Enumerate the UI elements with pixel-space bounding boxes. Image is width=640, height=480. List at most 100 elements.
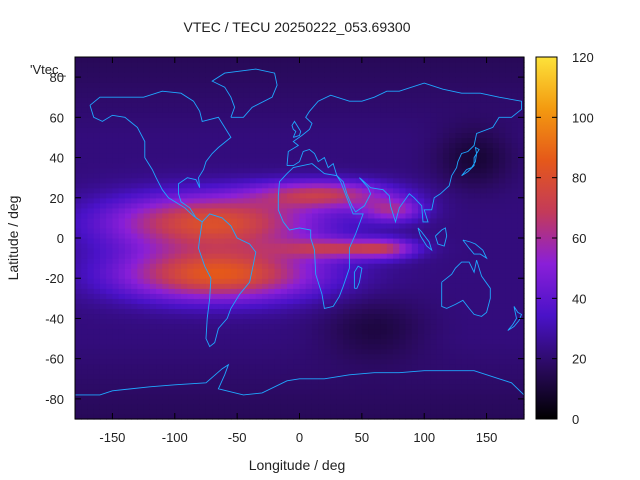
heatmap-cell [99, 333, 107, 340]
heatmap-cell [424, 353, 432, 360]
heatmap-cell [499, 67, 506, 73]
heatmap-cell [112, 127, 120, 134]
heatmap-cell [336, 227, 344, 234]
heatmap-cell [218, 212, 226, 219]
heatmap-cell [118, 72, 126, 78]
heatmap-cell [293, 112, 301, 118]
heatmap-cell [143, 77, 151, 83]
heatmap-cell [386, 293, 394, 299]
heatmap-cell [336, 82, 344, 88]
heatmap-cell [199, 202, 207, 209]
heatmap-cell [193, 212, 201, 219]
heatmap-cell [287, 278, 294, 284]
heatmap-cell [75, 353, 82, 360]
heatmap-cell [467, 323, 475, 330]
heatmap-cell [174, 408, 182, 415]
heatmap-cell [430, 102, 438, 108]
heatmap-cell [81, 308, 89, 315]
heatmap-cell [368, 57, 375, 63]
heatmap-cell [224, 238, 232, 244]
heatmap-cell [87, 298, 95, 304]
heatmap-cell [424, 132, 432, 139]
heatmap-cell [106, 293, 114, 299]
heatmap-cell [131, 368, 138, 375]
heatmap-cell [287, 348, 294, 355]
heatmap-cell [280, 288, 288, 294]
heatmap-cell [199, 378, 207, 385]
heatmap-cell [230, 298, 238, 304]
heatmap-cell [324, 398, 332, 405]
heatmap-cell [293, 243, 301, 249]
heatmap-cell [149, 72, 157, 78]
heatmap-cell [162, 408, 170, 415]
heatmap-cell [480, 368, 488, 375]
heatmap-cell [118, 413, 126, 420]
heatmap-cell [81, 318, 89, 325]
heatmap-cell [93, 122, 101, 128]
heatmap-cell [324, 403, 332, 410]
heatmap-cell [230, 202, 238, 209]
heatmap-cell [355, 187, 363, 194]
heatmap-cell [486, 97, 494, 103]
heatmap-cell [156, 263, 163, 269]
heatmap-cell [361, 127, 369, 134]
heatmap-cell [417, 197, 425, 204]
heatmap-cell [299, 298, 307, 304]
heatmap-cell [393, 87, 400, 93]
heatmap-cell [124, 147, 132, 154]
heatmap-cell [280, 107, 288, 113]
heatmap-cell [311, 348, 319, 355]
heatmap-cell [230, 87, 238, 93]
heatmap-cell [280, 157, 288, 164]
heatmap-cell [393, 82, 400, 88]
heatmap-cell [424, 383, 432, 390]
heatmap-cell [99, 288, 107, 294]
heatmap-cell [461, 398, 469, 405]
heatmap-cell [237, 378, 244, 385]
heatmap-cell [274, 333, 282, 340]
heatmap-cell [112, 112, 120, 118]
heatmap-cell [274, 343, 282, 350]
heatmap-cell [255, 92, 263, 98]
heatmap-cell [467, 122, 475, 128]
heatmap-cell [355, 62, 363, 68]
heatmap-cell [143, 152, 151, 159]
heatmap-cell [355, 273, 363, 279]
heatmap-cell [87, 258, 95, 264]
heatmap-cell [399, 117, 407, 123]
heatmap-cell [480, 77, 488, 83]
heatmap-cell [330, 232, 338, 239]
heatmap-cell [212, 403, 220, 410]
heatmap-cell [131, 192, 138, 199]
heatmap-cell [380, 202, 388, 209]
heatmap-cell [262, 212, 269, 219]
heatmap-cell [205, 192, 213, 199]
heatmap-cell [430, 92, 438, 98]
heatmap-cell [187, 323, 195, 330]
heatmap-cell [212, 112, 220, 118]
heatmap-cell [224, 273, 232, 279]
heatmap-cell [187, 308, 195, 315]
heatmap-cell [368, 72, 375, 78]
heatmap-cell [386, 182, 394, 189]
heatmap-cell [393, 413, 400, 420]
heatmap-cell [305, 102, 313, 108]
heatmap-cell [75, 217, 82, 224]
heatmap-cell [218, 77, 226, 83]
heatmap-cell [305, 398, 313, 405]
heatmap-cell [124, 248, 132, 254]
heatmap-cell [480, 373, 488, 380]
heatmap-cell [499, 268, 506, 274]
heatmap-cell [156, 318, 163, 325]
heatmap-cell [436, 232, 444, 239]
heatmap-cell [411, 232, 419, 239]
heatmap-cell [293, 152, 301, 159]
heatmap-cell [411, 147, 419, 154]
heatmap-cell [181, 243, 188, 249]
heatmap-cell [449, 117, 457, 123]
heatmap-cell [106, 77, 114, 83]
heatmap-cell [162, 202, 170, 209]
heatmap-cell [380, 97, 388, 103]
heatmap-cell [405, 358, 413, 365]
heatmap-cell [118, 157, 126, 164]
